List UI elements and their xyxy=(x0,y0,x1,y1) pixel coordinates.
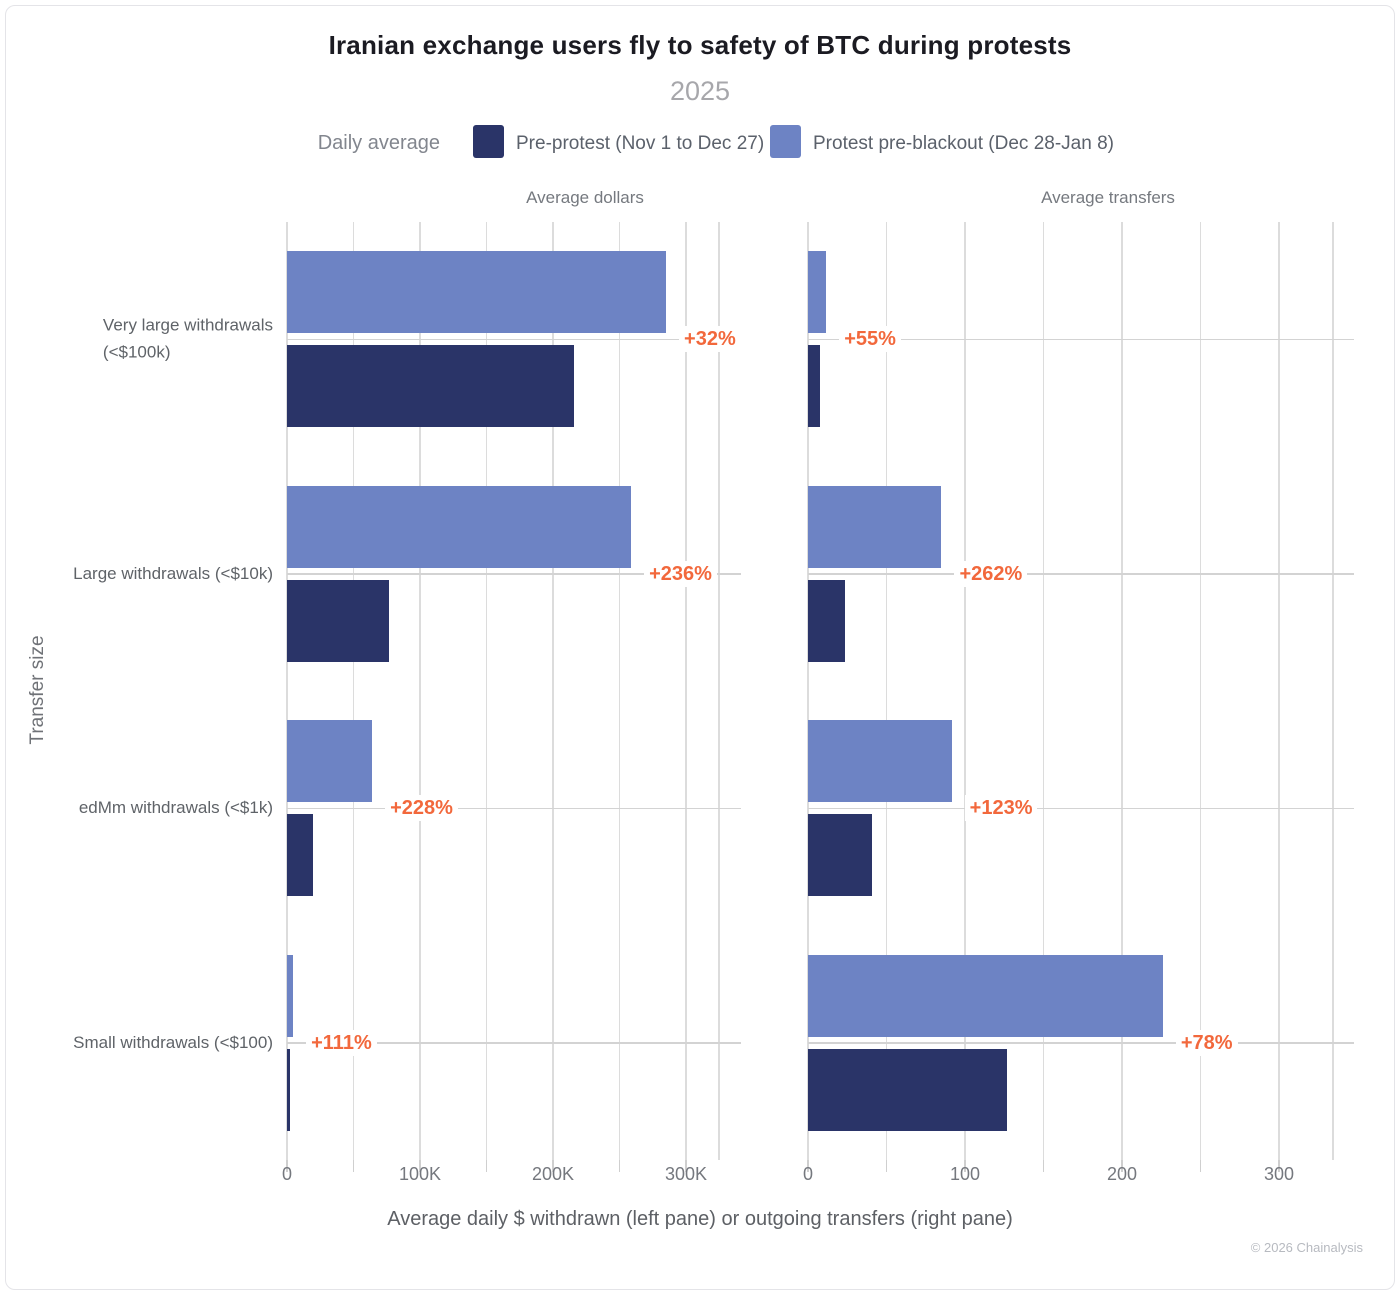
axis-tick-label: 100 xyxy=(949,1164,981,1184)
grid-line xyxy=(485,222,488,1160)
grid-line xyxy=(685,222,687,1160)
grid-line xyxy=(964,222,966,1160)
bar-protest xyxy=(287,954,294,1037)
axis-tick xyxy=(807,1160,809,1172)
copyright: © 2026 Chainalysis xyxy=(1250,1240,1363,1255)
grid-line xyxy=(352,222,355,1160)
axis-tick-label: 300K xyxy=(664,1164,708,1184)
pct-change-label: +228% xyxy=(385,795,458,822)
pct-change-label: +262% xyxy=(954,560,1028,587)
bar-pre-protest xyxy=(287,1048,290,1131)
pane-header-average-transfers: Average transfers xyxy=(1041,188,1175,207)
axis-tick xyxy=(964,1160,966,1172)
bar-protest xyxy=(287,485,632,568)
grid-line xyxy=(552,222,554,1160)
bar-pre-protest xyxy=(808,579,845,662)
bar-pre-protest xyxy=(287,579,390,662)
pane-edge-line xyxy=(718,222,720,1160)
bar-protest xyxy=(808,485,942,568)
axis-tick xyxy=(485,1160,488,1172)
category-label: Small withdrawals (<$100) xyxy=(73,1032,273,1052)
pct-change-label: +32% xyxy=(679,326,741,353)
grid-line xyxy=(1042,222,1045,1160)
pct-change-label: +111% xyxy=(306,1029,377,1056)
axis-tick xyxy=(685,1160,687,1172)
legend-item-label-protest: Protest pre-blackout (Dec 28-Jan 8) xyxy=(813,133,1114,154)
chart-subtitle: 2025 xyxy=(669,76,731,106)
bar-pre-protest xyxy=(808,814,873,897)
grid-line xyxy=(807,222,809,1160)
grid-line xyxy=(618,222,621,1160)
chart-frame xyxy=(5,5,1395,1290)
x-axis-caption: Average daily $ withdrawn (left pane) or… xyxy=(387,1208,1013,1230)
bar-protest xyxy=(808,954,1163,1037)
bar-protest xyxy=(287,720,373,803)
grid-line xyxy=(1278,222,1280,1160)
category-label: Large withdrawals (<$10k) xyxy=(73,563,273,583)
axis-tick xyxy=(1121,1160,1123,1172)
category-line xyxy=(287,807,741,809)
axis-tick-label: 0 xyxy=(281,1164,293,1184)
category-label: edMm withdrawals (<$1k) xyxy=(78,798,273,818)
category-line xyxy=(287,1042,741,1044)
bar-protest xyxy=(287,251,667,334)
category-line xyxy=(808,573,1354,575)
pane-edge-line xyxy=(1332,222,1334,1160)
pane-header-average-dollars: Average dollars xyxy=(526,188,644,207)
axis-tick xyxy=(618,1160,621,1172)
category-label: Very large withdrawals (<$100k) xyxy=(102,315,273,362)
axis-tick-label: 0 xyxy=(802,1164,814,1184)
bar-protest xyxy=(808,251,827,334)
grid-line xyxy=(885,222,888,1160)
axis-tick xyxy=(1278,1160,1280,1172)
grid-line xyxy=(1121,222,1123,1160)
category-line xyxy=(808,1042,1354,1044)
axis-tick-label: 200 xyxy=(1106,1164,1138,1184)
bar-pre-protest xyxy=(808,345,820,428)
grid-line xyxy=(286,222,288,1160)
chart-title: Iranian exchange users fly to safety of … xyxy=(328,30,1072,60)
bar-pre-protest xyxy=(287,345,575,428)
pct-change-label: +236% xyxy=(644,560,717,587)
bar-pre-protest xyxy=(287,814,313,897)
grid-line xyxy=(419,222,421,1160)
legend-item-label-pre-protest: Pre-protest (Nov 1 to Dec 27) xyxy=(516,133,765,154)
legend-swatch-protest xyxy=(770,125,801,158)
axis-tick xyxy=(352,1160,355,1172)
pct-change-label: +123% xyxy=(964,795,1038,822)
category-line xyxy=(287,338,741,340)
grid-line xyxy=(1199,222,1202,1160)
axis-tick xyxy=(885,1160,888,1172)
bar-pre-protest xyxy=(808,1048,1008,1131)
axis-tick xyxy=(286,1160,288,1172)
category-line xyxy=(287,573,741,575)
axis-tick-label: 200K xyxy=(531,1164,575,1184)
axis-tick xyxy=(1199,1160,1202,1172)
legend-label: Daily average xyxy=(317,132,440,154)
axis-tick-label: 300 xyxy=(1263,1164,1295,1184)
axis-tick xyxy=(552,1160,554,1172)
pct-change-label: +55% xyxy=(839,326,901,353)
category-line xyxy=(808,338,1354,340)
bar-protest xyxy=(808,720,952,803)
axis-tick xyxy=(419,1160,421,1172)
axis-tick xyxy=(1042,1160,1045,1172)
legend-swatch-pre-protest xyxy=(473,125,504,158)
pct-change-label: +78% xyxy=(1175,1029,1238,1056)
axis-tick-label: 100K xyxy=(398,1164,442,1184)
category-line xyxy=(808,807,1354,809)
